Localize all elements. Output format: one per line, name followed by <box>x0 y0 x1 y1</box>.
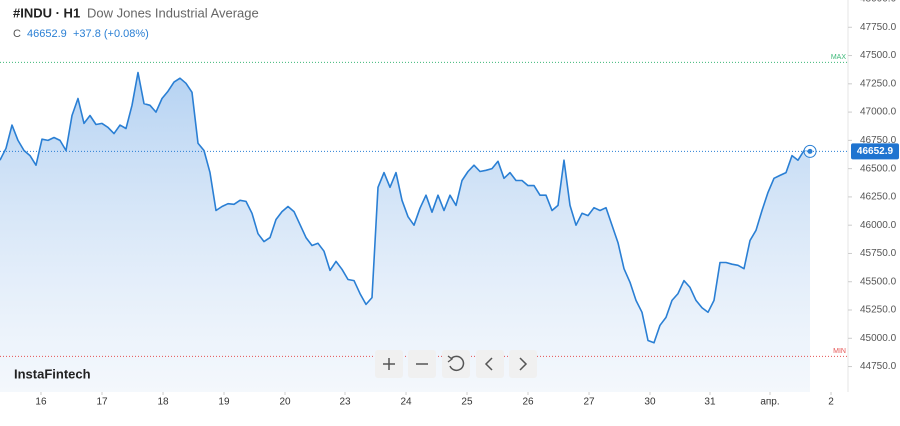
y-tick-label: 45750.0 <box>860 248 897 259</box>
x-tick-label: 2 <box>828 397 834 408</box>
min-line-label: MIN <box>833 348 846 355</box>
x-tick-label: 18 <box>157 397 169 408</box>
y-tick-label: 46000.0 <box>860 220 897 231</box>
scroll-left-button[interactable] <box>476 350 504 378</box>
x-tick-label: апр. <box>760 397 779 408</box>
chart-controls <box>375 350 537 378</box>
scroll-right-button[interactable] <box>509 350 537 378</box>
y-tick-label: 45500.0 <box>860 276 897 287</box>
zoom-out-button[interactable] <box>408 350 436 378</box>
x-tick-label: 27 <box>583 397 595 408</box>
price-line <box>0 71 811 344</box>
y-tick-label: 45000.0 <box>860 333 897 344</box>
max-line-label: MAX <box>831 54 847 61</box>
y-tick-label: 48000.0 <box>860 0 897 5</box>
price-tag <box>851 143 899 160</box>
x-tick-label: 25 <box>461 397 473 408</box>
brand-logo: InstaFintech <box>14 366 91 381</box>
symbol: #INDU · H1 <box>13 5 80 20</box>
y-tick-label: 47000.0 <box>860 107 897 118</box>
y-tick-label: 45250.0 <box>860 305 897 316</box>
price-change: +37.8 (+0.08%) <box>73 28 149 40</box>
zoom-in-button[interactable] <box>375 350 403 378</box>
reset-button[interactable] <box>442 350 470 378</box>
price-tag-label: 46652.9 <box>857 146 894 157</box>
y-tick-label: 46500.0 <box>860 163 897 174</box>
close-price: 46652.9 <box>27 28 67 40</box>
x-tick-label: 24 <box>400 397 412 408</box>
y-tick-label: 46750.0 <box>860 135 897 146</box>
x-tick-label: 23 <box>339 397 351 408</box>
y-tick-label: 47750.0 <box>860 22 897 33</box>
close-label: C <box>13 28 21 40</box>
x-tick-label: 31 <box>704 397 716 408</box>
x-tick-label: 19 <box>218 397 230 408</box>
x-tick-label: 30 <box>644 397 656 408</box>
x-tick-label: 16 <box>35 397 47 408</box>
x-tick-label: 17 <box>96 397 108 408</box>
y-tick-label: 47500.0 <box>860 50 897 61</box>
chart-title: Dow Jones Industrial Average <box>87 5 259 20</box>
area <box>0 72 811 392</box>
x-tick-label: 20 <box>279 397 291 408</box>
y-tick-label: 46250.0 <box>860 192 897 203</box>
y-tick-label: 44750.0 <box>860 361 897 372</box>
x-tick-label: 26 <box>522 397 534 408</box>
y-tick-label: 47250.0 <box>860 78 897 89</box>
